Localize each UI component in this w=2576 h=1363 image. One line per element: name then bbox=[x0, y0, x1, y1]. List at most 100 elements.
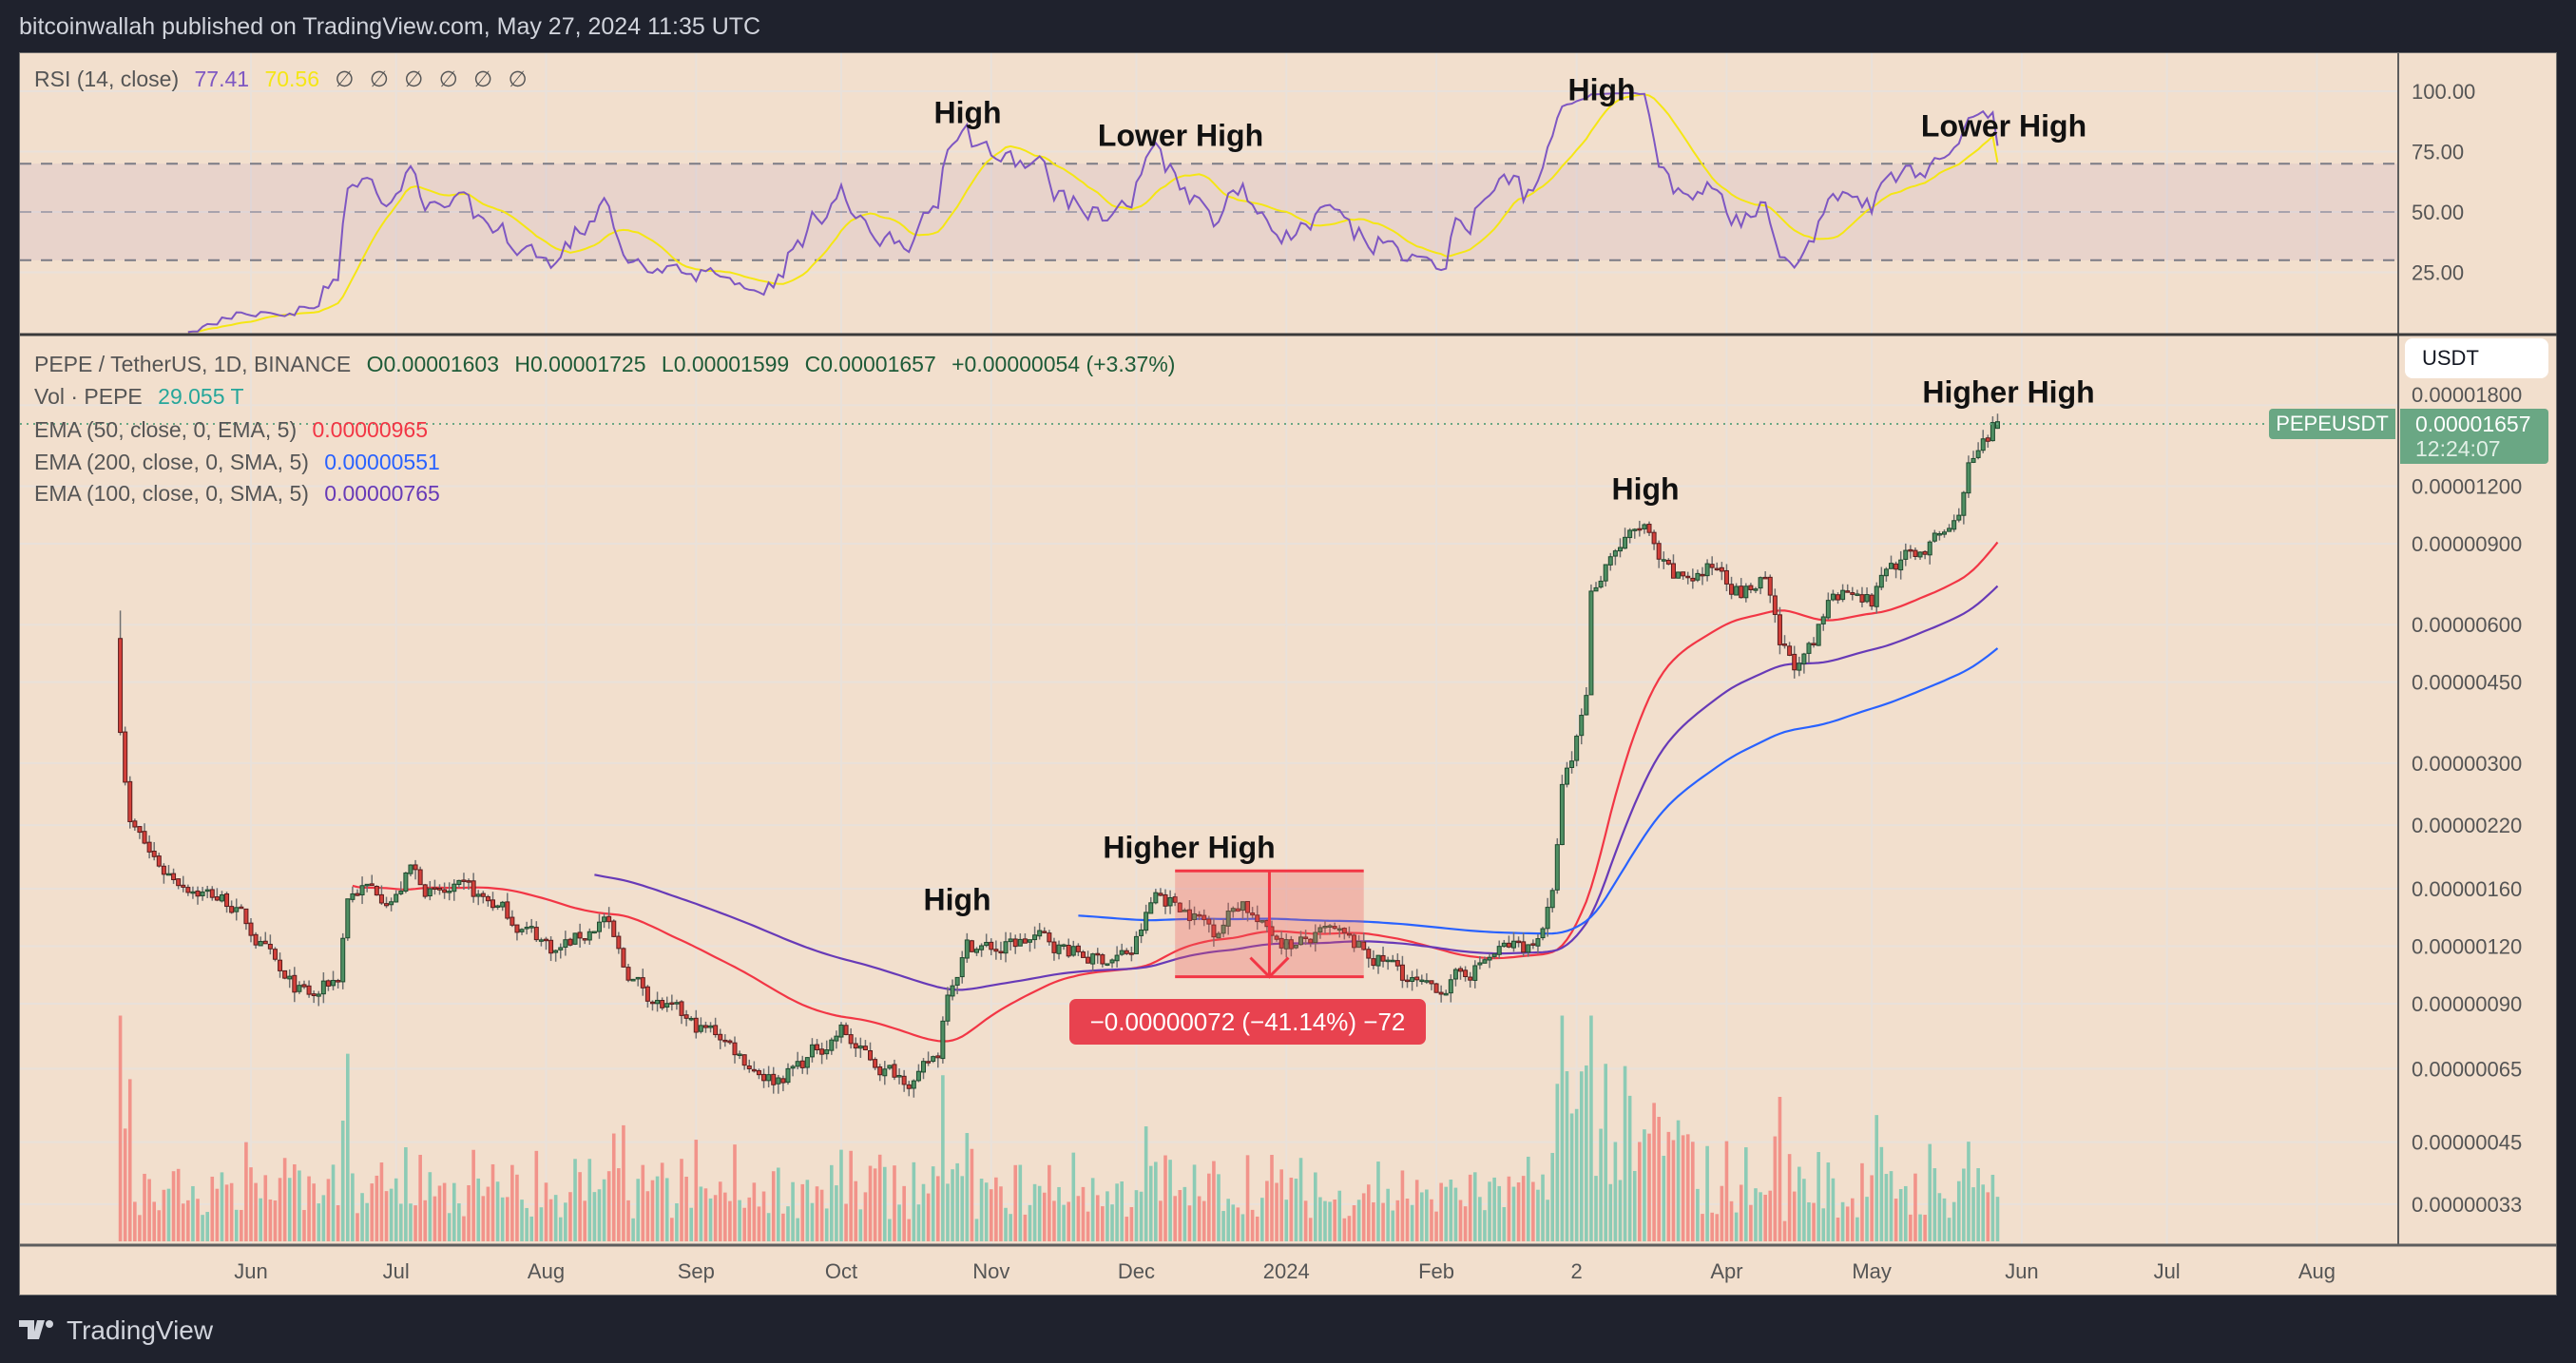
price-range-measure-label[interactable]: −0.00000072 (−41.14%) −72 bbox=[1069, 999, 1426, 1045]
volume-bar bbox=[592, 1192, 597, 1241]
candle bbox=[190, 891, 196, 894]
candle bbox=[127, 780, 133, 822]
last-price-value: 0.00001657 bbox=[2415, 412, 2531, 436]
candle bbox=[998, 950, 1004, 954]
candle bbox=[596, 921, 602, 932]
volume-bar bbox=[1062, 1204, 1066, 1241]
ema50-legend[interactable]: EMA (50, close, 0, EMA, 5) 0.00000965 bbox=[34, 417, 437, 443]
volume-bar bbox=[196, 1199, 200, 1241]
candle bbox=[1230, 908, 1236, 912]
price-axis-tick-label: 0.00000045 bbox=[2412, 1131, 2522, 1155]
candle bbox=[1898, 559, 1904, 571]
volume-bar bbox=[1865, 1197, 1869, 1241]
volume-bar bbox=[738, 1200, 741, 1241]
candle bbox=[118, 638, 124, 734]
volume-bar bbox=[1148, 1165, 1153, 1241]
volume-bar bbox=[486, 1186, 490, 1241]
candle bbox=[495, 905, 501, 909]
volume-bar bbox=[796, 1218, 799, 1241]
candle bbox=[1394, 960, 1400, 967]
footer-brand-text: TradingView bbox=[67, 1315, 214, 1345]
candle bbox=[234, 907, 240, 912]
candle bbox=[1250, 912, 1256, 916]
volume-bar bbox=[1990, 1174, 1995, 1241]
volume-bar bbox=[946, 1183, 950, 1241]
symbol-title[interactable]: PEPE / TetherUS, 1D, BINANCE bbox=[34, 352, 352, 376]
volume-bar bbox=[868, 1165, 873, 1241]
volume-bar bbox=[1356, 1200, 1361, 1241]
candle bbox=[1676, 571, 1682, 579]
volume-bar bbox=[1217, 1174, 1221, 1241]
candle bbox=[1632, 528, 1638, 531]
volume-bar bbox=[1531, 1181, 1535, 1241]
candle bbox=[1521, 941, 1527, 953]
candle bbox=[1753, 588, 1759, 591]
volume-bar bbox=[921, 1183, 926, 1241]
candle bbox=[1468, 976, 1473, 981]
volume-bar bbox=[568, 1192, 572, 1241]
volume-bar bbox=[1555, 1084, 1560, 1241]
candle bbox=[1419, 979, 1425, 983]
volume-bar bbox=[1187, 1205, 1192, 1241]
currency-button[interactable]: USDT bbox=[2405, 338, 2548, 378]
volume-bar bbox=[1314, 1172, 1317, 1241]
footer-brand[interactable]: TradingView bbox=[19, 1315, 213, 1346]
volume-bar bbox=[1057, 1186, 1061, 1241]
candle bbox=[1801, 653, 1807, 664]
volume-bar bbox=[1478, 1197, 1482, 1241]
candle bbox=[1980, 438, 1986, 451]
candle bbox=[374, 885, 379, 896]
rsi-annotation-lower-high: Lower High bbox=[1920, 108, 2087, 144]
x-axis-tick-label: Nov bbox=[972, 1259, 1009, 1283]
volume-bar bbox=[544, 1182, 548, 1241]
volume-bar bbox=[926, 1193, 931, 1241]
volume-bar bbox=[1638, 1142, 1642, 1241]
volume-bar bbox=[1536, 1189, 1540, 1241]
candle bbox=[1482, 959, 1488, 964]
volume-bar bbox=[1855, 1217, 1859, 1241]
volume-bar bbox=[268, 1199, 273, 1241]
ema200-legend[interactable]: EMA (200, close, 0, SMA, 5) 0.00000551 bbox=[34, 450, 450, 475]
volume-bar bbox=[1812, 1202, 1816, 1241]
candle bbox=[799, 1060, 805, 1068]
candle bbox=[1642, 524, 1647, 529]
volume-bar bbox=[1821, 1208, 1826, 1241]
candle bbox=[1637, 528, 1643, 531]
candle bbox=[1061, 944, 1067, 948]
candle bbox=[156, 855, 162, 867]
volume-bar bbox=[835, 1185, 838, 1241]
candle bbox=[1782, 643, 1788, 646]
volume-bar bbox=[481, 1196, 486, 1241]
volume-bar bbox=[147, 1179, 151, 1241]
volume-bar bbox=[694, 1140, 699, 1241]
volume-legend[interactable]: Vol · PEPE 29.055 T bbox=[34, 384, 254, 410]
candle bbox=[1859, 594, 1865, 603]
volume-bar bbox=[1023, 1214, 1028, 1241]
candle bbox=[1579, 715, 1585, 737]
volume-bar bbox=[244, 1142, 248, 1241]
candle bbox=[1095, 952, 1101, 956]
candle bbox=[533, 927, 539, 941]
candle bbox=[1452, 969, 1458, 980]
rsi-legend-value: 77.41 bbox=[194, 67, 250, 91]
candle bbox=[1772, 595, 1778, 615]
volume-bar bbox=[1265, 1181, 1269, 1241]
volume-bar bbox=[1372, 1201, 1375, 1241]
volume-bar bbox=[1971, 1187, 1975, 1241]
volume-bar bbox=[641, 1164, 645, 1241]
candle bbox=[437, 888, 443, 891]
volume-bar bbox=[1560, 1015, 1565, 1241]
price-axis-tick-label: 0.00000900 bbox=[2412, 532, 2522, 556]
volume-bar bbox=[1028, 1204, 1032, 1241]
x-axis-tick-label: Sep bbox=[678, 1259, 715, 1283]
volume-bar bbox=[766, 1213, 771, 1241]
volume-bar bbox=[1342, 1218, 1347, 1241]
candle bbox=[815, 1044, 820, 1051]
ema100-legend[interactable]: EMA (100, close, 0, SMA, 5) 0.00000765 bbox=[34, 481, 450, 507]
candle bbox=[1197, 913, 1202, 917]
x-axis-tick-label: Jul bbox=[383, 1259, 410, 1283]
candle bbox=[993, 949, 999, 952]
price-axis-tick-label: 0.00000033 bbox=[2412, 1193, 2522, 1217]
candle bbox=[1612, 550, 1618, 557]
